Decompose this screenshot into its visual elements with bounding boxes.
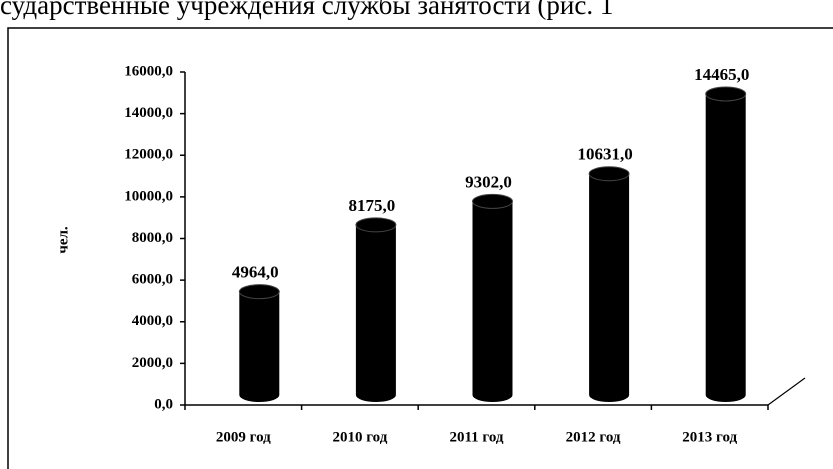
y-tick-label: 10000,0 xyxy=(124,188,173,204)
y-tick-label: 6000,0 xyxy=(132,272,173,288)
y-tick-label: 2000,0 xyxy=(132,355,173,371)
x-tick-label: 2012 год xyxy=(566,429,621,445)
chart-frame xyxy=(7,27,833,469)
data-label: 9302,0 xyxy=(465,172,512,191)
context-text: сударственные учреждения службы занятост… xyxy=(0,0,613,20)
bar-top xyxy=(588,166,630,182)
data-label: 14465,0 xyxy=(694,65,749,84)
y-tick-label: 0,0 xyxy=(154,396,173,412)
y-axis-label: чел. xyxy=(55,226,71,254)
bar-top xyxy=(355,217,397,233)
data-label: 10631,0 xyxy=(577,145,632,164)
bar xyxy=(705,86,746,402)
x-tick-label: 2013 год xyxy=(682,429,737,445)
y-tick-label: 8000,0 xyxy=(132,230,173,246)
y-tick-label: 12000,0 xyxy=(124,147,173,163)
bar xyxy=(472,194,513,402)
y-tick-label: 4000,0 xyxy=(132,313,173,329)
y-tick-label: 14000,0 xyxy=(124,105,173,121)
bar xyxy=(589,166,630,402)
data-label: 4964,0 xyxy=(232,263,279,282)
floor-edge xyxy=(767,377,806,406)
bar-top xyxy=(472,193,513,209)
x-tick-label: 2009 год xyxy=(216,429,271,445)
bar-top xyxy=(705,86,747,102)
data-label: 8175,0 xyxy=(349,196,396,215)
bar-top xyxy=(238,284,280,300)
bar xyxy=(355,217,396,402)
x-tick-label: 2010 год xyxy=(332,429,387,445)
bar xyxy=(239,284,280,402)
y-tick-label: 16000,0 xyxy=(124,63,173,79)
x-tick-label: 2011 год xyxy=(449,429,503,445)
